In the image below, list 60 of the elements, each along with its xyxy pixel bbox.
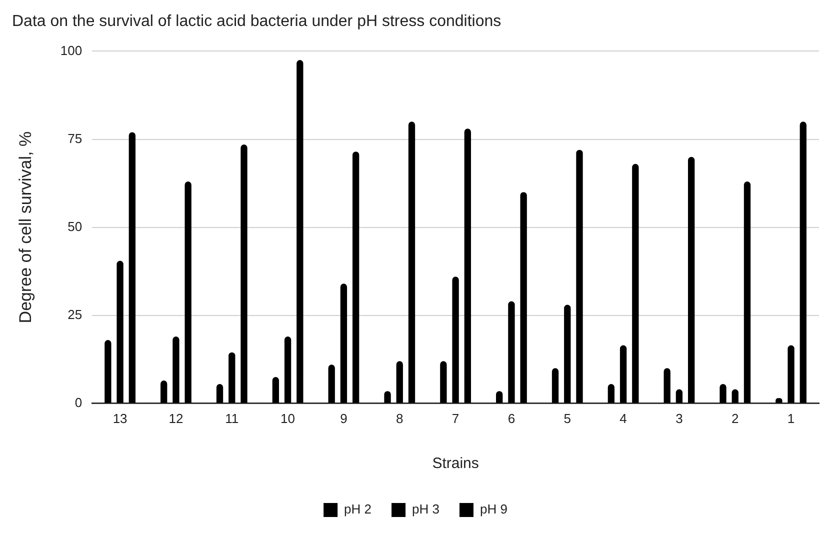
bar <box>688 156 695 403</box>
bar <box>128 132 136 403</box>
bar <box>564 304 571 403</box>
bar <box>240 144 248 403</box>
x-tick-label: 5 <box>564 410 571 426</box>
bar <box>440 361 447 403</box>
y-tick-label: 100 <box>60 42 82 58</box>
chart-title: Data on the survival of lactic acid bacteria under pH stress conditions <box>12 13 502 30</box>
x-tick-label: 10 <box>280 410 296 426</box>
x-tick-label: 8 <box>396 410 404 426</box>
bar <box>272 376 280 403</box>
y-tick-label: 25 <box>68 306 82 322</box>
bar <box>520 192 527 403</box>
bar <box>352 152 360 403</box>
bar <box>340 284 348 403</box>
bar <box>608 384 615 403</box>
x-tick-label: 7 <box>452 410 460 426</box>
bar <box>576 150 583 403</box>
x-tick-label: 13 <box>112 410 128 426</box>
x-tick-label: 12 <box>168 410 184 426</box>
bar <box>408 122 416 403</box>
bar <box>228 352 236 403</box>
bar <box>676 389 683 403</box>
x-tick-label: 4 <box>620 410 627 426</box>
y-tick-label: 50 <box>68 218 82 234</box>
bar <box>116 260 124 403</box>
bar <box>396 361 403 403</box>
x-axis-title: Strains <box>432 455 479 472</box>
legend-label: pH 9 <box>480 502 508 517</box>
bar <box>160 380 168 403</box>
legend-label: pH 3 <box>412 502 440 517</box>
x-tick-label: 9 <box>340 410 348 426</box>
bar <box>464 128 471 403</box>
x-tick-label: 3 <box>676 410 683 426</box>
bar <box>620 345 627 403</box>
y-axis-title: Degree of cell survival, % <box>16 131 35 324</box>
bar <box>632 164 639 403</box>
x-tick-label: 2 <box>732 410 739 426</box>
x-tick-label: 6 <box>508 410 516 426</box>
y-tick-label: 0 <box>74 394 82 410</box>
bar <box>104 340 112 403</box>
x-tick-label: 1 <box>787 410 795 426</box>
bar <box>552 368 559 403</box>
bar <box>788 345 794 403</box>
bar <box>172 336 180 403</box>
bar <box>296 60 304 403</box>
bar <box>452 276 459 403</box>
bar <box>720 384 726 403</box>
legend-label: pH 2 <box>344 502 372 517</box>
bar <box>800 122 806 403</box>
bar <box>508 301 515 403</box>
x-tick-label: 11 <box>225 410 239 426</box>
bar <box>184 182 192 403</box>
bar <box>732 389 738 403</box>
bar <box>284 336 292 403</box>
bar <box>744 182 751 403</box>
y-tick-label: 75 <box>68 130 82 146</box>
bar <box>216 384 224 403</box>
bar <box>328 364 335 403</box>
bar <box>664 368 670 403</box>
